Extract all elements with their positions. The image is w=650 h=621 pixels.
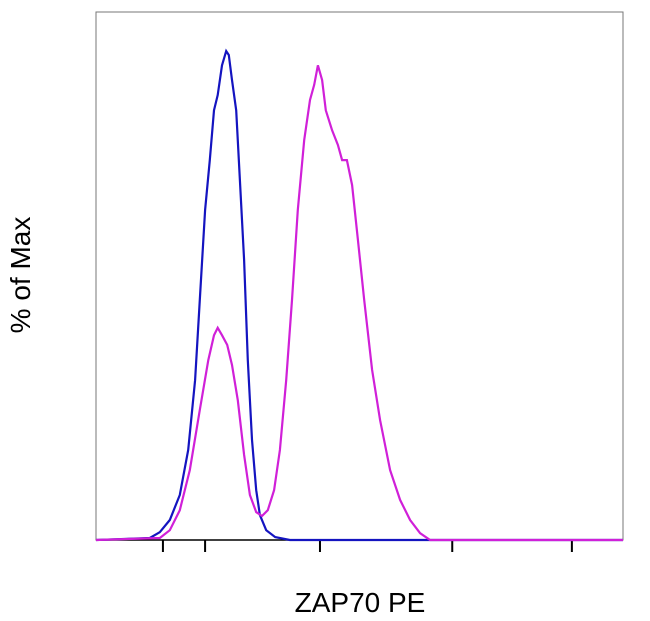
x-axis-label: ZAP70 PE (295, 587, 426, 618)
series-line (95, 48, 623, 542)
y-axis-label: % of Max (5, 217, 36, 334)
series-line (95, 64, 623, 542)
plot-frame (95, 11, 624, 541)
